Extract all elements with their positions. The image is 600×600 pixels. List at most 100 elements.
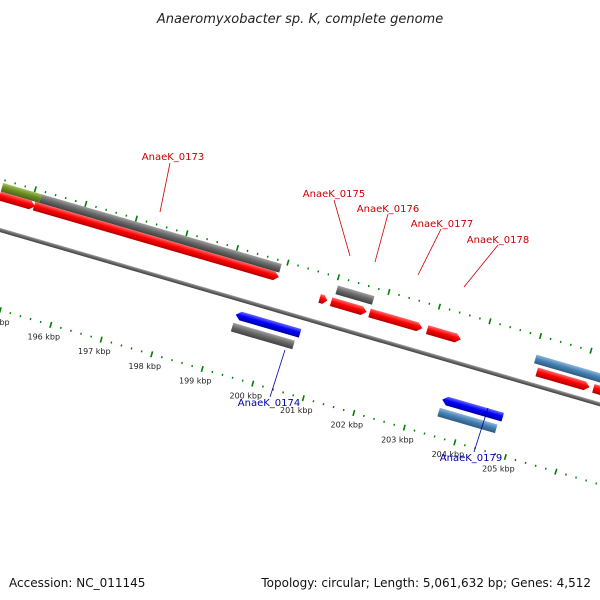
gene-anaek-0178[interactable] bbox=[425, 325, 462, 343]
minor-tick bbox=[74, 199, 77, 203]
gene-anaek-0174-gray[interactable] bbox=[230, 322, 295, 350]
minor-tick bbox=[478, 317, 481, 320]
ruler-label: 201 kbp bbox=[280, 406, 313, 415]
gene-label-anaek-0173[interactable]: AnaeK_0173 bbox=[142, 152, 204, 163]
minor-tick bbox=[544, 467, 547, 470]
minor-tick bbox=[499, 323, 502, 326]
ruler-label: 199 kbp bbox=[179, 377, 212, 386]
major-tick bbox=[301, 395, 305, 402]
major-tick bbox=[589, 347, 593, 354]
ruler-label: 197 kbp bbox=[78, 347, 111, 356]
minor-tick bbox=[70, 329, 72, 332]
gene-red-left[interactable] bbox=[0, 191, 36, 211]
major-tick bbox=[200, 365, 204, 373]
minor-tick bbox=[120, 344, 123, 347]
gene-anaek-0179-steel[interactable] bbox=[437, 407, 498, 434]
accession-text: Accession: NC_011145 bbox=[9, 576, 145, 590]
major-tick bbox=[33, 186, 37, 193]
feature-steelblue-right[interactable] bbox=[534, 354, 600, 386]
minor-tick bbox=[140, 350, 143, 353]
major-tick bbox=[0, 307, 2, 314]
minor-tick bbox=[29, 317, 32, 321]
feature-gray-block[interactable] bbox=[39, 194, 282, 273]
gene-anaek-0175[interactable] bbox=[318, 294, 328, 305]
minor-tick bbox=[327, 273, 330, 276]
major-tick bbox=[402, 424, 406, 431]
minor-tick bbox=[206, 237, 209, 241]
feature-olive-block[interactable] bbox=[0, 183, 42, 203]
minor-tick bbox=[423, 432, 426, 435]
major-tick bbox=[84, 200, 88, 208]
major-tick bbox=[134, 215, 138, 222]
gene-label-anaek-0179[interactable]: AnaeK_0179 bbox=[440, 453, 502, 464]
minor-tick bbox=[80, 332, 82, 335]
minor-tick bbox=[256, 252, 259, 256]
minor-tick bbox=[509, 325, 512, 329]
minor-tick bbox=[393, 423, 396, 426]
gene-red-right-2[interactable] bbox=[592, 384, 600, 400]
minor-tick bbox=[19, 314, 22, 318]
ruler-label: 204 kbp bbox=[432, 450, 465, 459]
minor-tick bbox=[90, 335, 93, 338]
minor-tick bbox=[443, 438, 446, 441]
minor-tick bbox=[64, 196, 67, 200]
major-tick bbox=[538, 332, 543, 340]
major-tick bbox=[453, 439, 457, 446]
minor-tick bbox=[514, 458, 517, 462]
minor-tick bbox=[428, 302, 431, 305]
gene-label-anaek-0175[interactable]: AnaeK_0175 bbox=[303, 189, 365, 200]
minor-tick bbox=[413, 429, 416, 432]
minor-tick bbox=[145, 220, 148, 223]
minor-tick bbox=[433, 435, 436, 438]
minor-tick bbox=[196, 235, 198, 238]
minor-tick bbox=[317, 270, 320, 273]
gene-label-anaek-0174[interactable]: AnaeK_0174 bbox=[238, 398, 300, 409]
gene-red-right[interactable] bbox=[535, 367, 590, 392]
gene-label-anaek-0177[interactable]: AnaeK_0177 bbox=[411, 219, 473, 230]
minor-tick bbox=[373, 417, 375, 421]
minor-tick bbox=[115, 211, 118, 214]
ruler-label: 196 kbp bbox=[27, 333, 60, 342]
minor-tick bbox=[171, 359, 173, 362]
minor-tick bbox=[463, 444, 466, 447]
gene-anaek-0175-gray[interactable] bbox=[335, 285, 375, 305]
minor-tick bbox=[418, 299, 421, 302]
minor-tick bbox=[549, 337, 552, 341]
minor-tick bbox=[307, 267, 310, 270]
minor-tick bbox=[125, 214, 128, 217]
ruler-label: 202 kbp bbox=[330, 421, 363, 430]
minor-tick bbox=[226, 243, 229, 247]
minor-tick bbox=[276, 258, 279, 261]
minor-tick bbox=[39, 320, 42, 324]
gene-anaek-0173[interactable] bbox=[32, 201, 280, 282]
minor-tick bbox=[322, 402, 325, 406]
minor-tick bbox=[241, 379, 244, 382]
minor-tick bbox=[211, 370, 214, 373]
minor-tick bbox=[579, 346, 582, 349]
minor-tick bbox=[398, 293, 400, 297]
minor-tick bbox=[524, 461, 527, 464]
gene-anaek-0176[interactable] bbox=[329, 297, 368, 316]
major-tick bbox=[488, 318, 492, 325]
ruler-label: 195 kbp bbox=[0, 318, 10, 327]
ruler-ticks bbox=[0, 179, 598, 485]
minor-tick bbox=[4, 179, 6, 182]
minor-tick bbox=[367, 284, 370, 288]
ruler-label: 198 kbp bbox=[128, 362, 161, 371]
gene-label-anaek-0176[interactable]: AnaeK_0176 bbox=[357, 204, 419, 215]
gene-anaek-0174[interactable] bbox=[234, 310, 302, 338]
gene-label-anaek-0178[interactable]: AnaeK_0178 bbox=[467, 235, 529, 246]
major-tick bbox=[150, 351, 154, 358]
minor-tick bbox=[519, 328, 522, 332]
minor-tick bbox=[534, 464, 537, 467]
genome-summary-text: Topology: circular; Length: 5,061,632 bp… bbox=[260, 576, 591, 590]
gene-anaek-0179[interactable] bbox=[441, 395, 504, 422]
major-tick bbox=[49, 321, 53, 329]
feature-track bbox=[0, 183, 600, 434]
minor-tick bbox=[494, 452, 497, 456]
major-tick bbox=[286, 259, 290, 266]
minor-tick bbox=[408, 296, 411, 299]
minor-tick bbox=[221, 373, 224, 376]
genome-backbone bbox=[0, 216, 600, 422]
gene-anaek-0177[interactable] bbox=[368, 308, 423, 333]
